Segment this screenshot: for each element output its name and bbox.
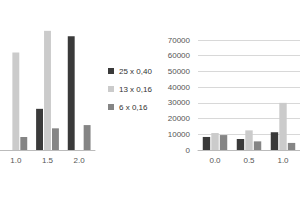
svg-text:6 x 0,16: 6 x 0,16: [119, 103, 148, 112]
svg-text:30000: 30000: [168, 98, 191, 107]
svg-text:0.0: 0.0: [209, 156, 221, 165]
svg-text:0: 0: [186, 146, 191, 155]
svg-text:13 x 0,16: 13 x 0,16: [119, 85, 152, 94]
svg-text:20000: 20000: [168, 114, 191, 123]
svg-text:10000: 10000: [168, 130, 191, 139]
svg-text:1.5: 1.5: [42, 156, 54, 165]
svg-text:60000: 60000: [168, 51, 191, 60]
svg-text:2.0: 2.0: [74, 156, 86, 165]
svg-text:50000: 50000: [168, 67, 191, 76]
svg-text:0.5: 0.5: [243, 156, 255, 165]
svg-text:70000: 70000: [168, 36, 191, 45]
svg-text:1.0: 1.0: [10, 156, 22, 165]
svg-text:1.0: 1.0: [277, 156, 289, 165]
svg-text:25 x 0,40: 25 x 0,40: [119, 67, 152, 76]
svg-text:40000: 40000: [168, 83, 191, 92]
